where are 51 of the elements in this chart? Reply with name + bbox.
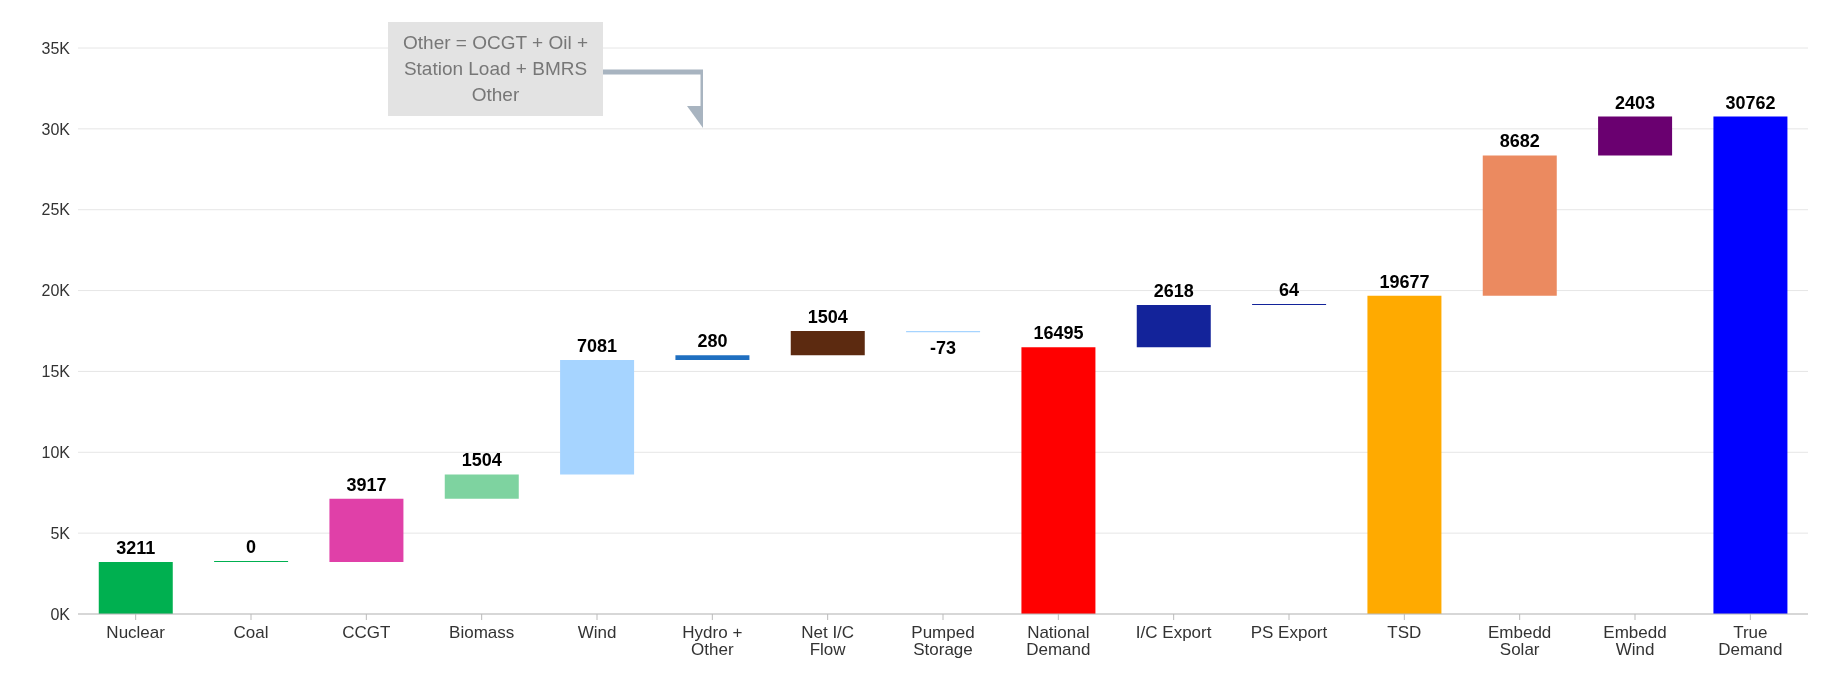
bar [560, 359, 635, 475]
bar [98, 562, 173, 614]
y-tick-label: 10K [41, 443, 71, 461]
bar [1482, 155, 1557, 296]
y-tick-label: 5K [50, 524, 71, 542]
x-tick-label: CCGT [342, 623, 391, 643]
x-tick-label: National Demand [1026, 623, 1091, 660]
data-label: 30762 [1725, 92, 1776, 113]
x-tick-label: TSD [1387, 623, 1422, 643]
data-label: -73 [930, 338, 957, 359]
bar [1021, 347, 1096, 614]
annotation: Other = OCGT + Oil + Station Load + BMRS Other [388, 22, 603, 116]
data-label: 7081 [577, 335, 618, 356]
x-tick-label: Wind [577, 623, 617, 643]
x-tick-label: Nuclear [106, 623, 166, 643]
x-tick-label: Embedd Solar [1488, 623, 1552, 660]
x-tick-label: True Demand [1718, 623, 1783, 660]
bar [1136, 304, 1211, 348]
y-tick-label: 0K [50, 605, 71, 623]
data-label: 1504 [461, 450, 502, 471]
data-label: 2403 [1615, 92, 1656, 113]
x-tick-label: Biomass [449, 623, 515, 643]
data-label: 1504 [807, 307, 848, 328]
y-tick-label: 35K [41, 39, 71, 57]
y-tick-label: 30K [41, 120, 71, 138]
data-label: 64 [1279, 279, 1300, 300]
x-tick-label: Embedd Wind [1603, 623, 1667, 660]
data-label: 8682 [1499, 131, 1540, 152]
bar [675, 355, 750, 360]
data-label: 19677 [1379, 271, 1430, 292]
x-tick-label: PS Export [1250, 623, 1328, 643]
bar [444, 474, 519, 499]
bar [1367, 295, 1442, 614]
data-label: 3211 [116, 538, 156, 559]
x-tick-label: Hydro + Other [682, 623, 743, 660]
data-label: 2618 [1153, 280, 1194, 301]
bar [790, 331, 865, 356]
x-tick-label: Pumped Storage [911, 623, 975, 660]
x-tick-label: I/C Export [1135, 623, 1212, 643]
x-tick-label: Net I/C Flow [801, 623, 855, 660]
y-tick-label: 15K [41, 363, 71, 381]
y-tick-label: 20K [41, 282, 71, 300]
y-tick-label: 25K [41, 201, 71, 219]
data-label: 280 [697, 331, 728, 352]
data-label: 16495 [1033, 323, 1084, 344]
x-tick-label: Coal [233, 623, 269, 643]
bar [329, 498, 404, 563]
data-label: 3917 [346, 474, 387, 495]
bar [1713, 116, 1788, 614]
bar [1598, 116, 1673, 156]
data-label: 0 [246, 537, 257, 558]
